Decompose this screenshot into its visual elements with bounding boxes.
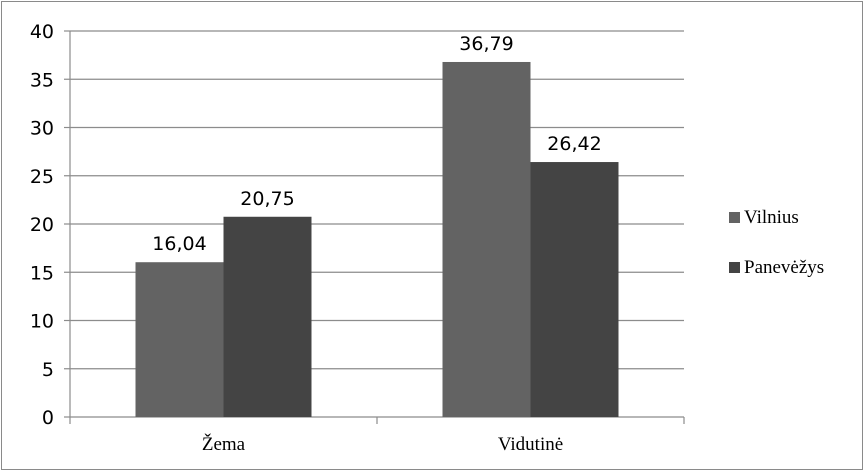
bar-panev-ys-1 bbox=[530, 162, 619, 417]
y-tick-label: 15 bbox=[30, 262, 54, 284]
legend-label: Panevėžys bbox=[744, 257, 824, 278]
x-category-label: Vidutinė bbox=[498, 434, 563, 455]
data-label: 20,75 bbox=[240, 188, 294, 210]
y-tick-label: 35 bbox=[30, 69, 54, 91]
legend-swatch bbox=[729, 262, 740, 273]
bar-vilnius-1 bbox=[442, 61, 531, 417]
legend: Vilnius Panevėžys bbox=[729, 207, 824, 278]
y-tick-label: 40 bbox=[30, 21, 54, 43]
bar-vilnius-0 bbox=[135, 262, 224, 417]
data-label: 26,42 bbox=[547, 133, 601, 155]
bar-panev-ys-0 bbox=[223, 216, 312, 417]
x-category-label: Žema bbox=[202, 433, 246, 455]
y-tick-label: 25 bbox=[30, 166, 54, 188]
data-labels: 16,04 36,79 20,75 26,42 bbox=[152, 33, 601, 255]
data-label: 36,79 bbox=[459, 33, 513, 55]
y-tick-label: 20 bbox=[30, 214, 54, 236]
y-tick-label: 5 bbox=[42, 359, 54, 381]
data-label: 16,04 bbox=[152, 233, 206, 255]
y-tick-label: 10 bbox=[30, 311, 54, 333]
y-axis: 0 5 10 15 20 25 30 35 40 bbox=[30, 21, 71, 429]
y-tick-label: 30 bbox=[30, 118, 54, 140]
x-axis: Žema Vidutinė bbox=[69, 416, 685, 455]
bars bbox=[135, 61, 619, 417]
y-tick-label: 0 bbox=[42, 407, 54, 429]
legend-label: Vilnius bbox=[744, 207, 799, 228]
legend-swatch bbox=[729, 212, 740, 223]
